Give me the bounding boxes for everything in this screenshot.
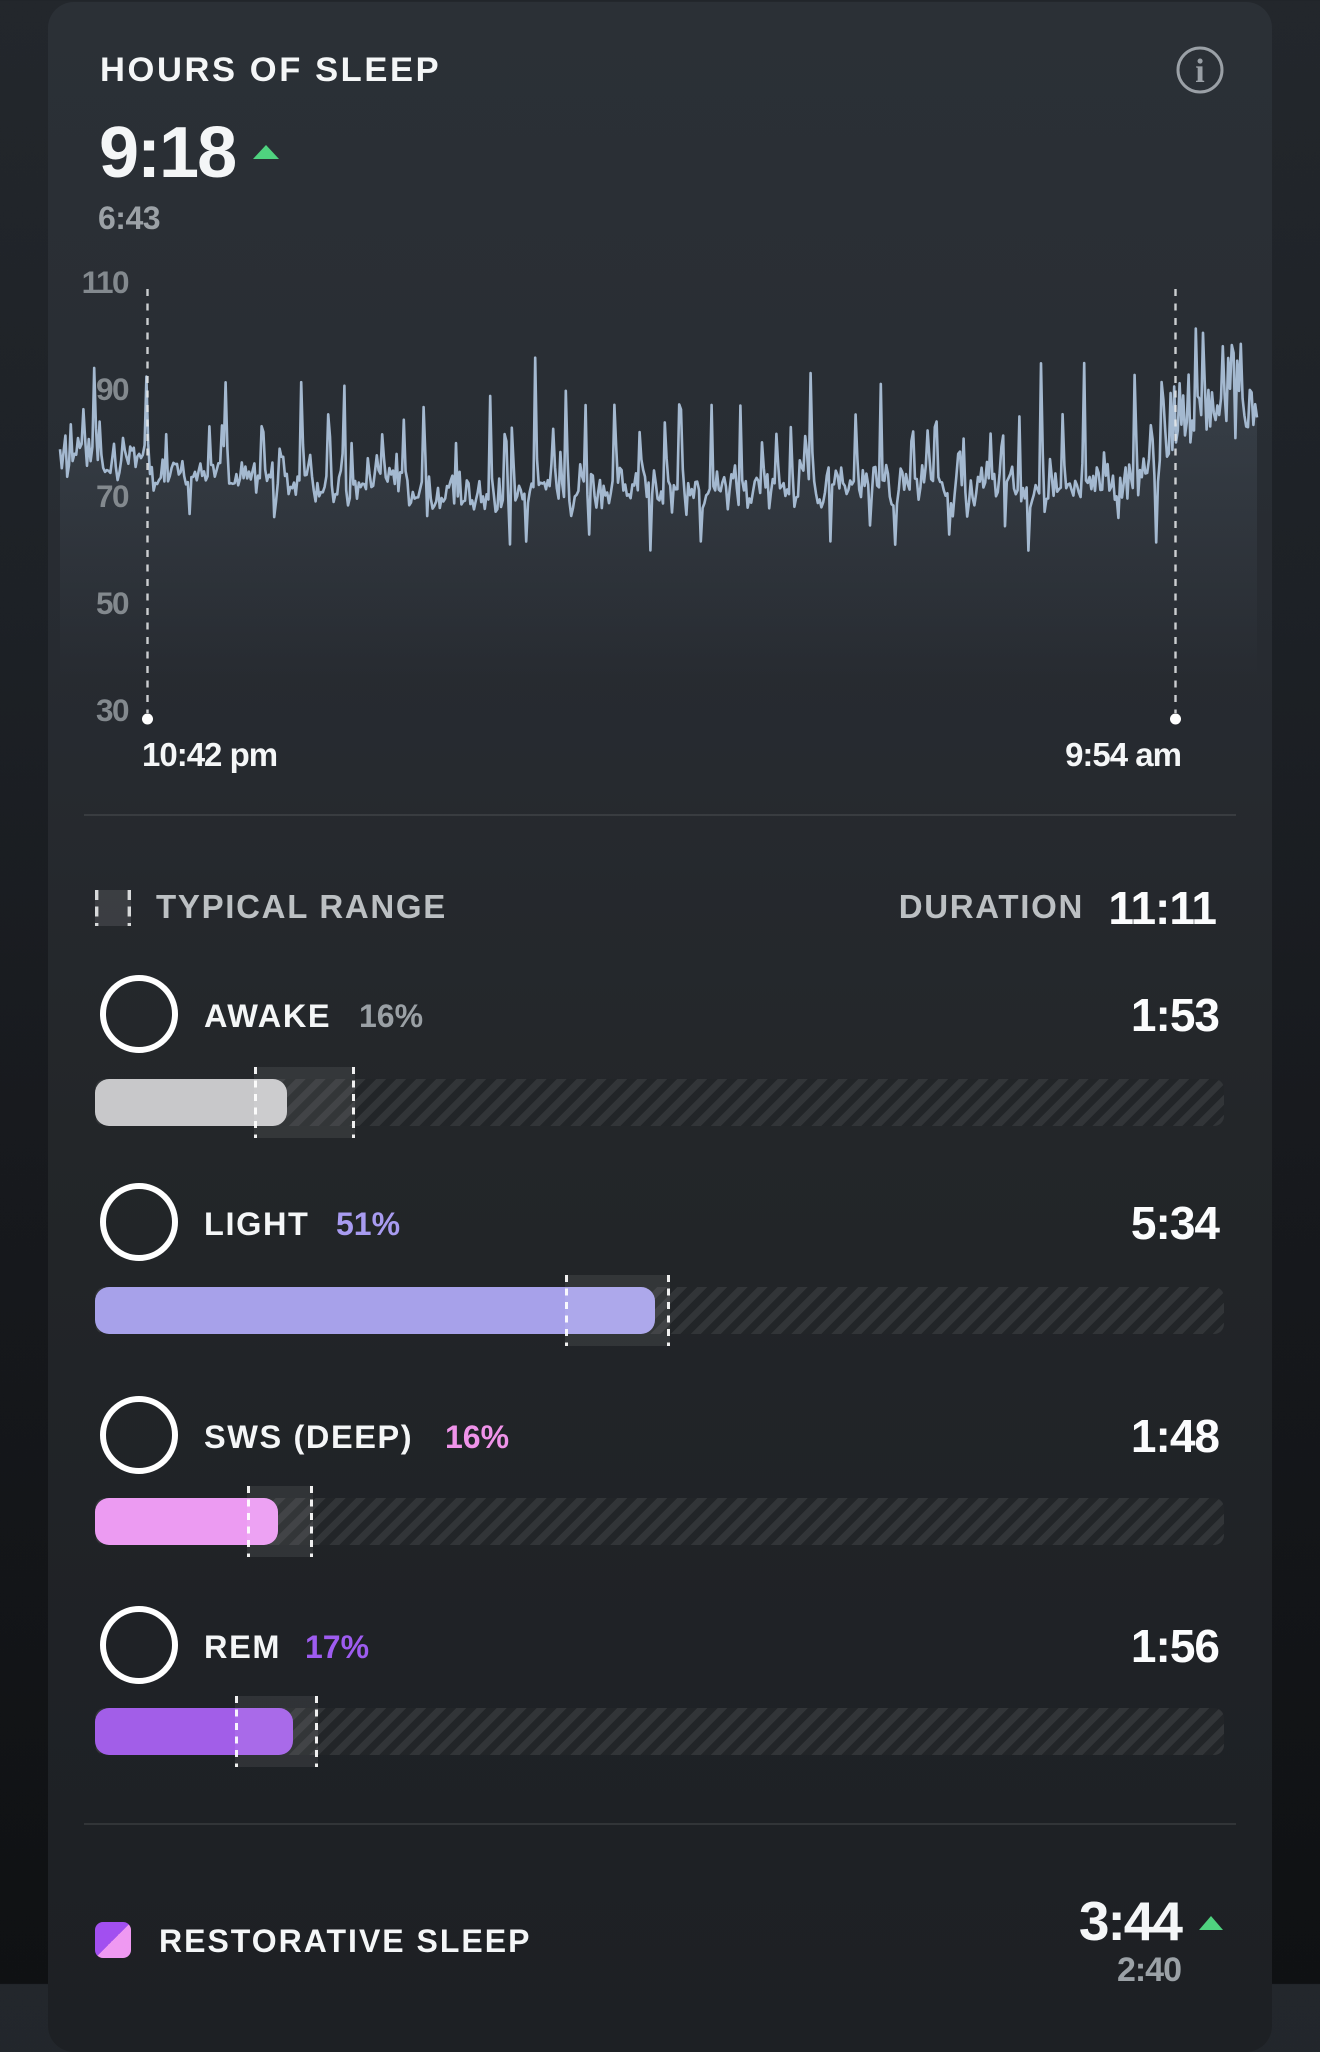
- svg-text:i: i: [1195, 53, 1204, 90]
